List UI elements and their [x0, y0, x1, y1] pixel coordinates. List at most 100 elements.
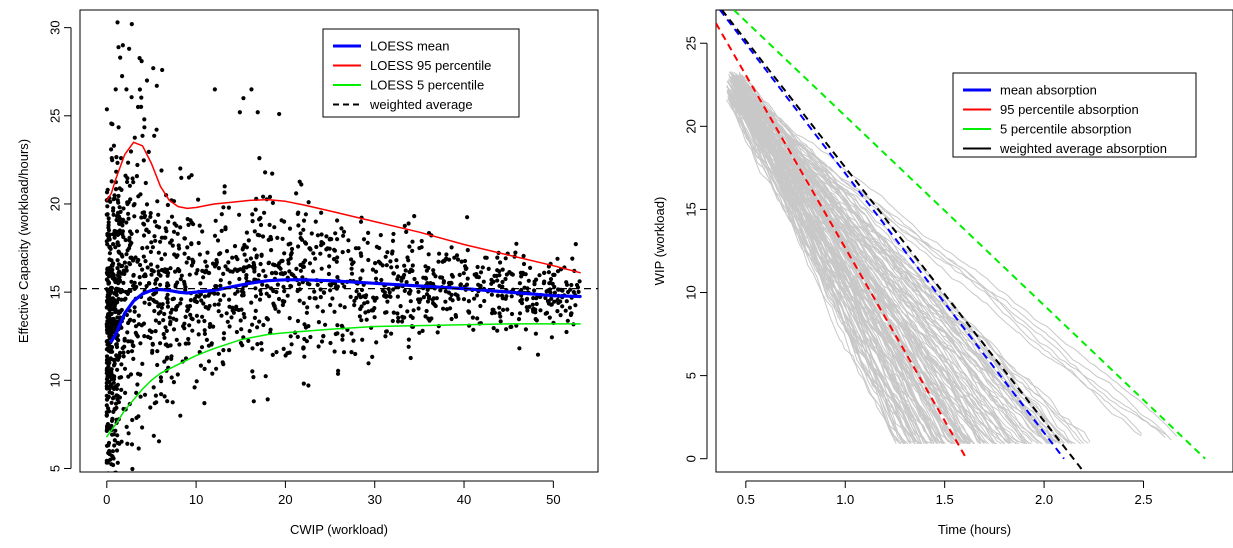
- scatter-point: [249, 87, 254, 92]
- scatter-point: [104, 460, 109, 465]
- scatter-point: [535, 352, 541, 357]
- scatter-point: [316, 344, 321, 349]
- x-tick-label: 50: [546, 492, 560, 507]
- scatter-point: [497, 269, 502, 274]
- scatter-point: [128, 372, 134, 377]
- scatter-point: [131, 272, 136, 278]
- scatter-point: [471, 327, 476, 332]
- scatter-point: [139, 104, 144, 109]
- scatter-point: [212, 302, 217, 307]
- scatter-point: [115, 460, 120, 465]
- scatter-point: [111, 386, 116, 391]
- scatter-point: [251, 399, 256, 404]
- scatter-point: [225, 319, 230, 324]
- scatter-point: [195, 268, 200, 273]
- scatter-point: [361, 294, 366, 299]
- scatter-point: [112, 443, 117, 448]
- y-tick-label: 10: [683, 285, 698, 299]
- scatter-point: [145, 245, 150, 250]
- scatter-point: [124, 87, 129, 92]
- scatter-point: [119, 387, 124, 392]
- scatter-point: [125, 441, 130, 446]
- scatter-point: [223, 227, 228, 232]
- scatter-point: [190, 328, 195, 333]
- scatter-point: [162, 311, 167, 317]
- scatter-point: [501, 307, 506, 312]
- scatter-point: [110, 271, 115, 276]
- scatter-point: [106, 324, 111, 329]
- scatter-point: [474, 274, 480, 279]
- scatter-point: [360, 268, 365, 273]
- scatter-point: [117, 270, 123, 275]
- scatter-point: [107, 390, 112, 395]
- scatter-point: [186, 222, 191, 227]
- scatter-point: [534, 296, 539, 301]
- scatter-point: [569, 282, 574, 288]
- scatter-point: [426, 316, 431, 321]
- scatter-point: [286, 261, 291, 266]
- scatter-point: [140, 133, 145, 138]
- scatter-point: [433, 303, 438, 309]
- scatter-point: [131, 356, 136, 361]
- scatter-point: [216, 266, 221, 271]
- scatter-point: [383, 254, 388, 259]
- scatter-point: [244, 275, 249, 281]
- scatter-point: [107, 448, 112, 454]
- scatter-point: [109, 289, 114, 294]
- scatter-point: [229, 315, 234, 320]
- scatter-point: [406, 221, 411, 226]
- scatter-point: [287, 269, 292, 274]
- scatter-point: [531, 309, 536, 314]
- scatter-point: [149, 240, 154, 245]
- scatter-point: [107, 344, 112, 349]
- scatter-point: [456, 296, 461, 301]
- scatter-point: [358, 219, 364, 224]
- scatter-point: [301, 227, 306, 232]
- scatter-point: [194, 293, 199, 299]
- scatter-point: [204, 264, 209, 269]
- legend-label: LOESS mean: [370, 39, 450, 54]
- scatter-point: [175, 280, 180, 285]
- scatter-point: [110, 481, 114, 485]
- scatter-point: [272, 225, 277, 230]
- wip-trajectory: [737, 75, 1065, 445]
- scatter-point: [109, 367, 114, 372]
- scatter-point: [319, 232, 324, 237]
- scatter-point: [350, 261, 355, 267]
- scatter-point: [315, 233, 320, 238]
- scatter-point: [197, 223, 202, 228]
- scatter-point: [199, 298, 204, 303]
- scatter-point: [280, 299, 285, 304]
- scatter-point: [226, 260, 231, 265]
- scatter-point: [125, 330, 130, 335]
- scatter-point: [186, 256, 191, 261]
- scatter-point: [206, 359, 212, 364]
- scatter-point: [142, 117, 147, 122]
- scatter-point: [115, 382, 120, 387]
- scatter-point: [142, 213, 148, 218]
- scatter-point: [301, 260, 306, 265]
- scatter-point: [457, 272, 462, 277]
- loess-95-percentile-line: [106, 141, 581, 274]
- scatter-point: [118, 156, 124, 161]
- scatter-point: [188, 298, 193, 303]
- scatter-point: [383, 294, 388, 299]
- scatter-point: [104, 354, 110, 359]
- scatter-point: [264, 291, 269, 296]
- scatter-point: [358, 251, 363, 256]
- scatter-point: [124, 265, 129, 270]
- scatter-point: [312, 289, 317, 294]
- scatter-point: [163, 325, 168, 330]
- scatter-point: [124, 424, 129, 429]
- scatter-point: [549, 302, 554, 307]
- scatter-point: [371, 308, 376, 313]
- scatter-point: [129, 279, 134, 284]
- y-tick-label: 25: [47, 109, 62, 123]
- scatter-point: [555, 297, 560, 303]
- scatter-point: [513, 250, 518, 255]
- scatter-point: [237, 276, 242, 282]
- scatter-point: [466, 299, 471, 304]
- scatter-point: [504, 272, 510, 277]
- scatter-point: [384, 263, 389, 268]
- scatter-point: [155, 199, 160, 204]
